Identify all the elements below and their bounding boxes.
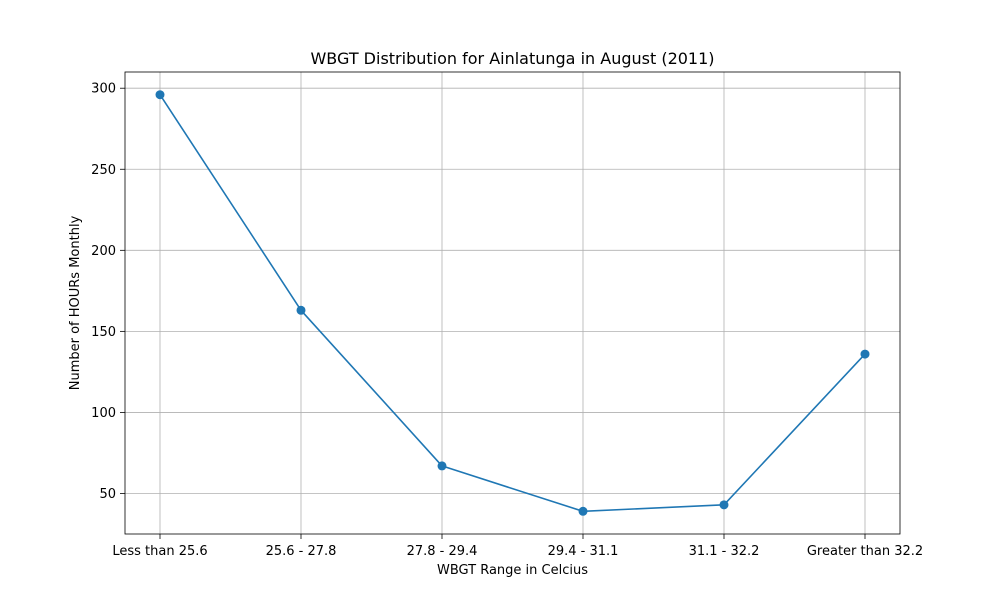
- x-tick-label: 27.8 - 29.4: [407, 544, 478, 559]
- data-point: [860, 349, 870, 359]
- plot-frame: [124, 71, 901, 535]
- x-tick-label: 31.1 - 32.2: [689, 544, 760, 559]
- x-tick-label: Greater than 32.2: [807, 544, 923, 559]
- data-point: [155, 90, 165, 100]
- y-axis-title: Number of HOURs Monthly: [68, 215, 83, 390]
- data-point: [719, 500, 729, 510]
- x-tick-label: 25.6 - 27.8: [266, 544, 337, 559]
- y-tick-label: 200: [91, 244, 116, 259]
- y-tick-label: 150: [91, 325, 116, 340]
- series-layer: [155, 90, 870, 516]
- y-tick-label: 250: [91, 163, 116, 178]
- chart-title: WBGT Distribution for Ainlatunga in Augu…: [310, 49, 714, 68]
- y-tick-label: 300: [91, 82, 116, 97]
- data-point: [437, 461, 447, 471]
- x-axis-title: WBGT Range in Celcius: [437, 563, 588, 578]
- axis-ticks: Less than 25.6 25.6 - 27.8 27.8 - 29.4 29.4…: [91, 82, 923, 559]
- x-tick-label: Less than 25.6: [112, 544, 207, 559]
- data-point: [296, 305, 306, 315]
- grid-lines: [125, 72, 900, 534]
- x-tick-label: 29.4 - 31.1: [548, 544, 619, 559]
- data-point: [578, 506, 588, 516]
- y-tick-label: 100: [91, 406, 116, 421]
- series-line: [159, 94, 866, 513]
- y-tick-label: 50: [99, 487, 116, 502]
